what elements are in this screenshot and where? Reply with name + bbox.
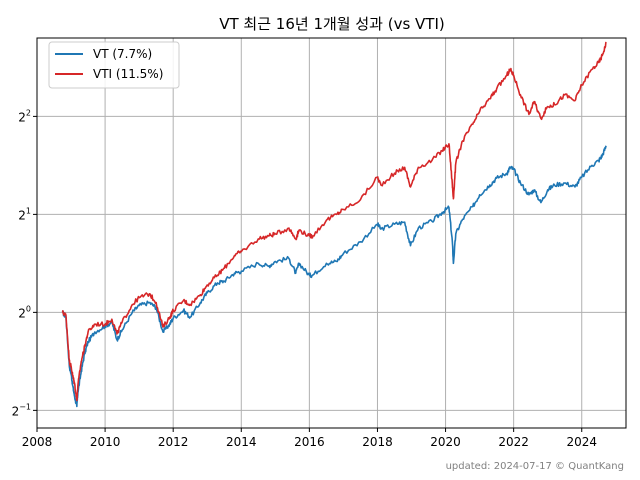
series-layer xyxy=(61,41,607,408)
legend: VT (7.7%) VTI (11.5%) xyxy=(48,41,180,89)
legend-label: VT (7.7%) xyxy=(93,47,152,61)
y-tick-exponent: 1 xyxy=(26,206,31,215)
x-tick-label: 2024 xyxy=(566,435,597,449)
chart-title: VT 최근 16년 1개월 성과 (vs VTI) xyxy=(219,15,445,33)
y-tick-base: 2 xyxy=(18,306,26,320)
x-tick-label: 2018 xyxy=(362,435,393,449)
x-tick-label: 2022 xyxy=(498,435,529,449)
y-tick-exponent: 2 xyxy=(26,108,31,117)
x-tick-label: 2016 xyxy=(294,435,325,449)
y-tick-base: 2 xyxy=(12,404,20,418)
x-tick-label: 2012 xyxy=(158,435,189,449)
x-axis: 2008 2010 2012 2014 2016 2018 2020 2022 2024 xyxy=(22,428,597,449)
series-line-vti xyxy=(61,41,607,402)
legend-label: VTI (11.5%) xyxy=(93,67,163,81)
y-tick-label: 21 xyxy=(18,206,31,222)
y-tick-label: 2−1 xyxy=(12,402,31,418)
y-tick-base: 2 xyxy=(18,208,26,222)
axes-frame xyxy=(36,37,627,429)
grid xyxy=(36,38,626,428)
y-tick-label: 20 xyxy=(18,304,31,320)
x-tick-label: 2020 xyxy=(430,435,461,449)
y-tick-base: 2 xyxy=(18,110,26,124)
y-tick-exponent: −1 xyxy=(19,402,31,411)
x-tick-label: 2010 xyxy=(90,435,121,449)
y-tick-label: 22 xyxy=(18,108,31,124)
x-tick-label: 2014 xyxy=(226,435,257,449)
y-tick-exponent: 0 xyxy=(26,304,31,313)
footer-credit: updated: 2024-07-17 © QuantKang xyxy=(446,461,624,472)
x-tick-label: 2008 xyxy=(22,435,53,449)
series-line-vt xyxy=(61,145,607,408)
